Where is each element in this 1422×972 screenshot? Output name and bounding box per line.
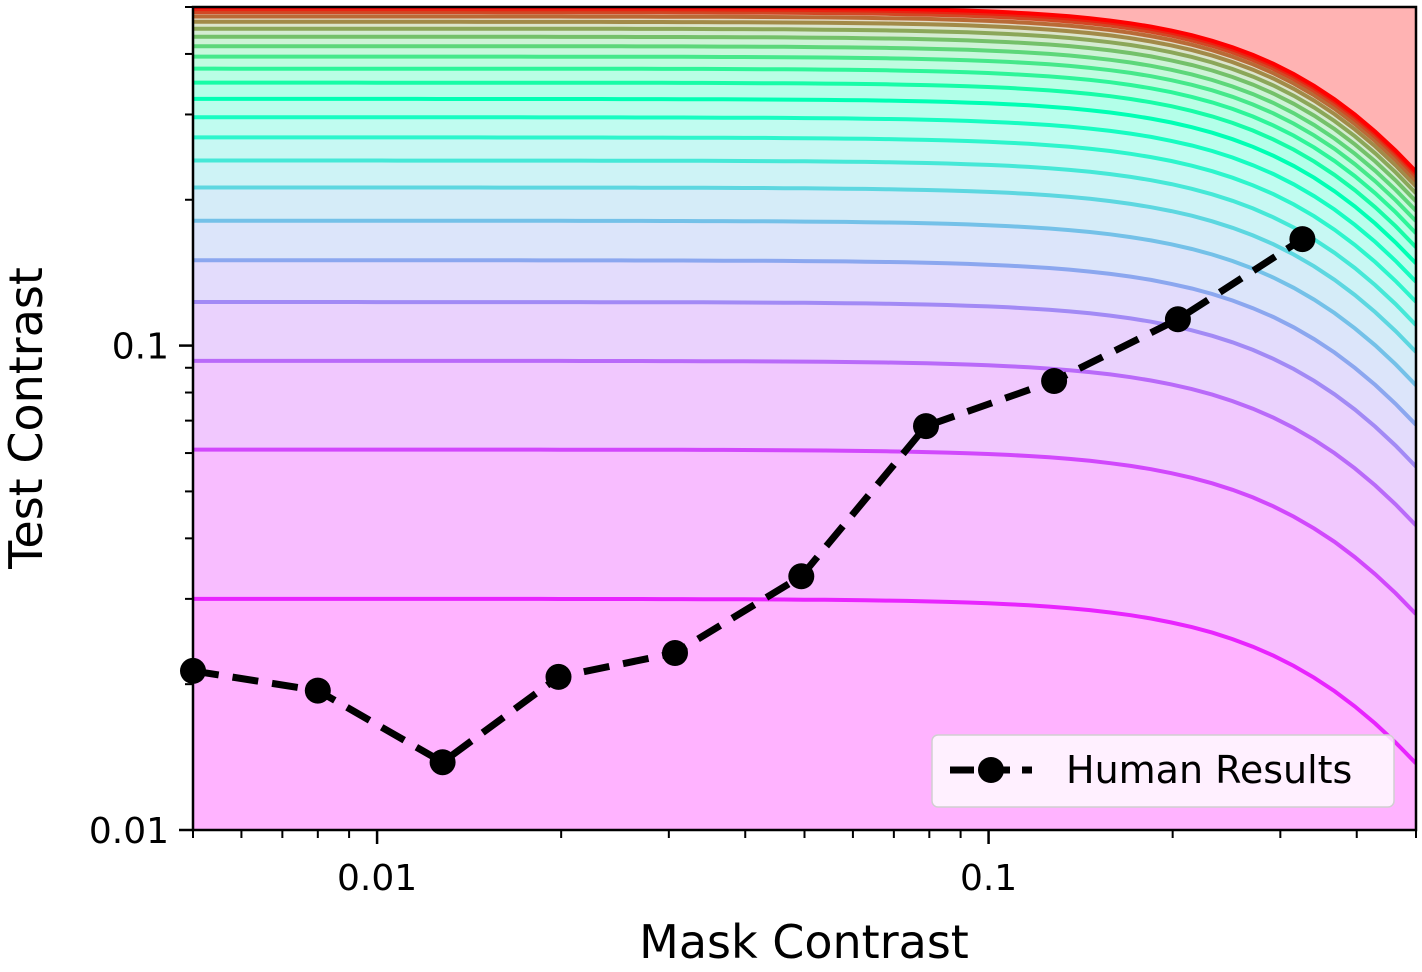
data-point <box>429 749 456 776</box>
y-axis: 0.01 0.1 <box>89 6 193 852</box>
data-point <box>545 663 572 690</box>
data-point <box>304 677 331 704</box>
contour-line <box>193 135 1416 304</box>
contour-line <box>193 26 1416 195</box>
contour-line <box>193 44 1416 213</box>
contour-line <box>193 34 1416 203</box>
contour-line <box>193 54 1416 223</box>
contour-line <box>193 10 1416 178</box>
y-tick-label: 0.01 <box>89 811 169 852</box>
legend: Human Results <box>931 734 1395 808</box>
contour-line <box>193 218 1416 387</box>
data-point <box>662 640 688 666</box>
contour-line <box>193 258 1416 427</box>
contour-line <box>193 96 1416 265</box>
contour-line <box>193 300 1416 468</box>
contour-fill-bands <box>193 7 1416 830</box>
contour-line <box>193 66 1416 235</box>
contour-line <box>193 358 1416 527</box>
x-axis-label: Mask Contrast <box>639 915 969 969</box>
contour-line <box>193 596 1416 765</box>
contour-line <box>193 19 1416 188</box>
contour-lines <box>193 7 1416 765</box>
data-point <box>788 563 815 590</box>
contour-band <box>193 7 1416 172</box>
series-line-human-results <box>192 236 1305 767</box>
x-tick-label: 0.1 <box>960 858 1017 899</box>
legend-marker <box>978 757 1004 783</box>
y-axis-label: Test Contrast <box>0 267 53 570</box>
legend-label-human-results: Human Results <box>1066 748 1352 792</box>
contour-line <box>193 115 1416 284</box>
y-tick-label: 0.1 <box>112 327 169 368</box>
contour-line <box>193 80 1416 249</box>
contour-line <box>193 158 1416 327</box>
data-point <box>1164 306 1191 333</box>
contour-line <box>193 14 1416 183</box>
contour-line <box>193 447 1416 616</box>
x-tick-label: 0.01 <box>337 858 417 899</box>
legend-box <box>931 734 1395 808</box>
contour-line <box>193 185 1416 354</box>
x-axis: 0.01 0.1 <box>192 830 1417 899</box>
data-point <box>1041 368 1068 394</box>
data-point <box>913 413 939 440</box>
data-point <box>1289 226 1316 253</box>
